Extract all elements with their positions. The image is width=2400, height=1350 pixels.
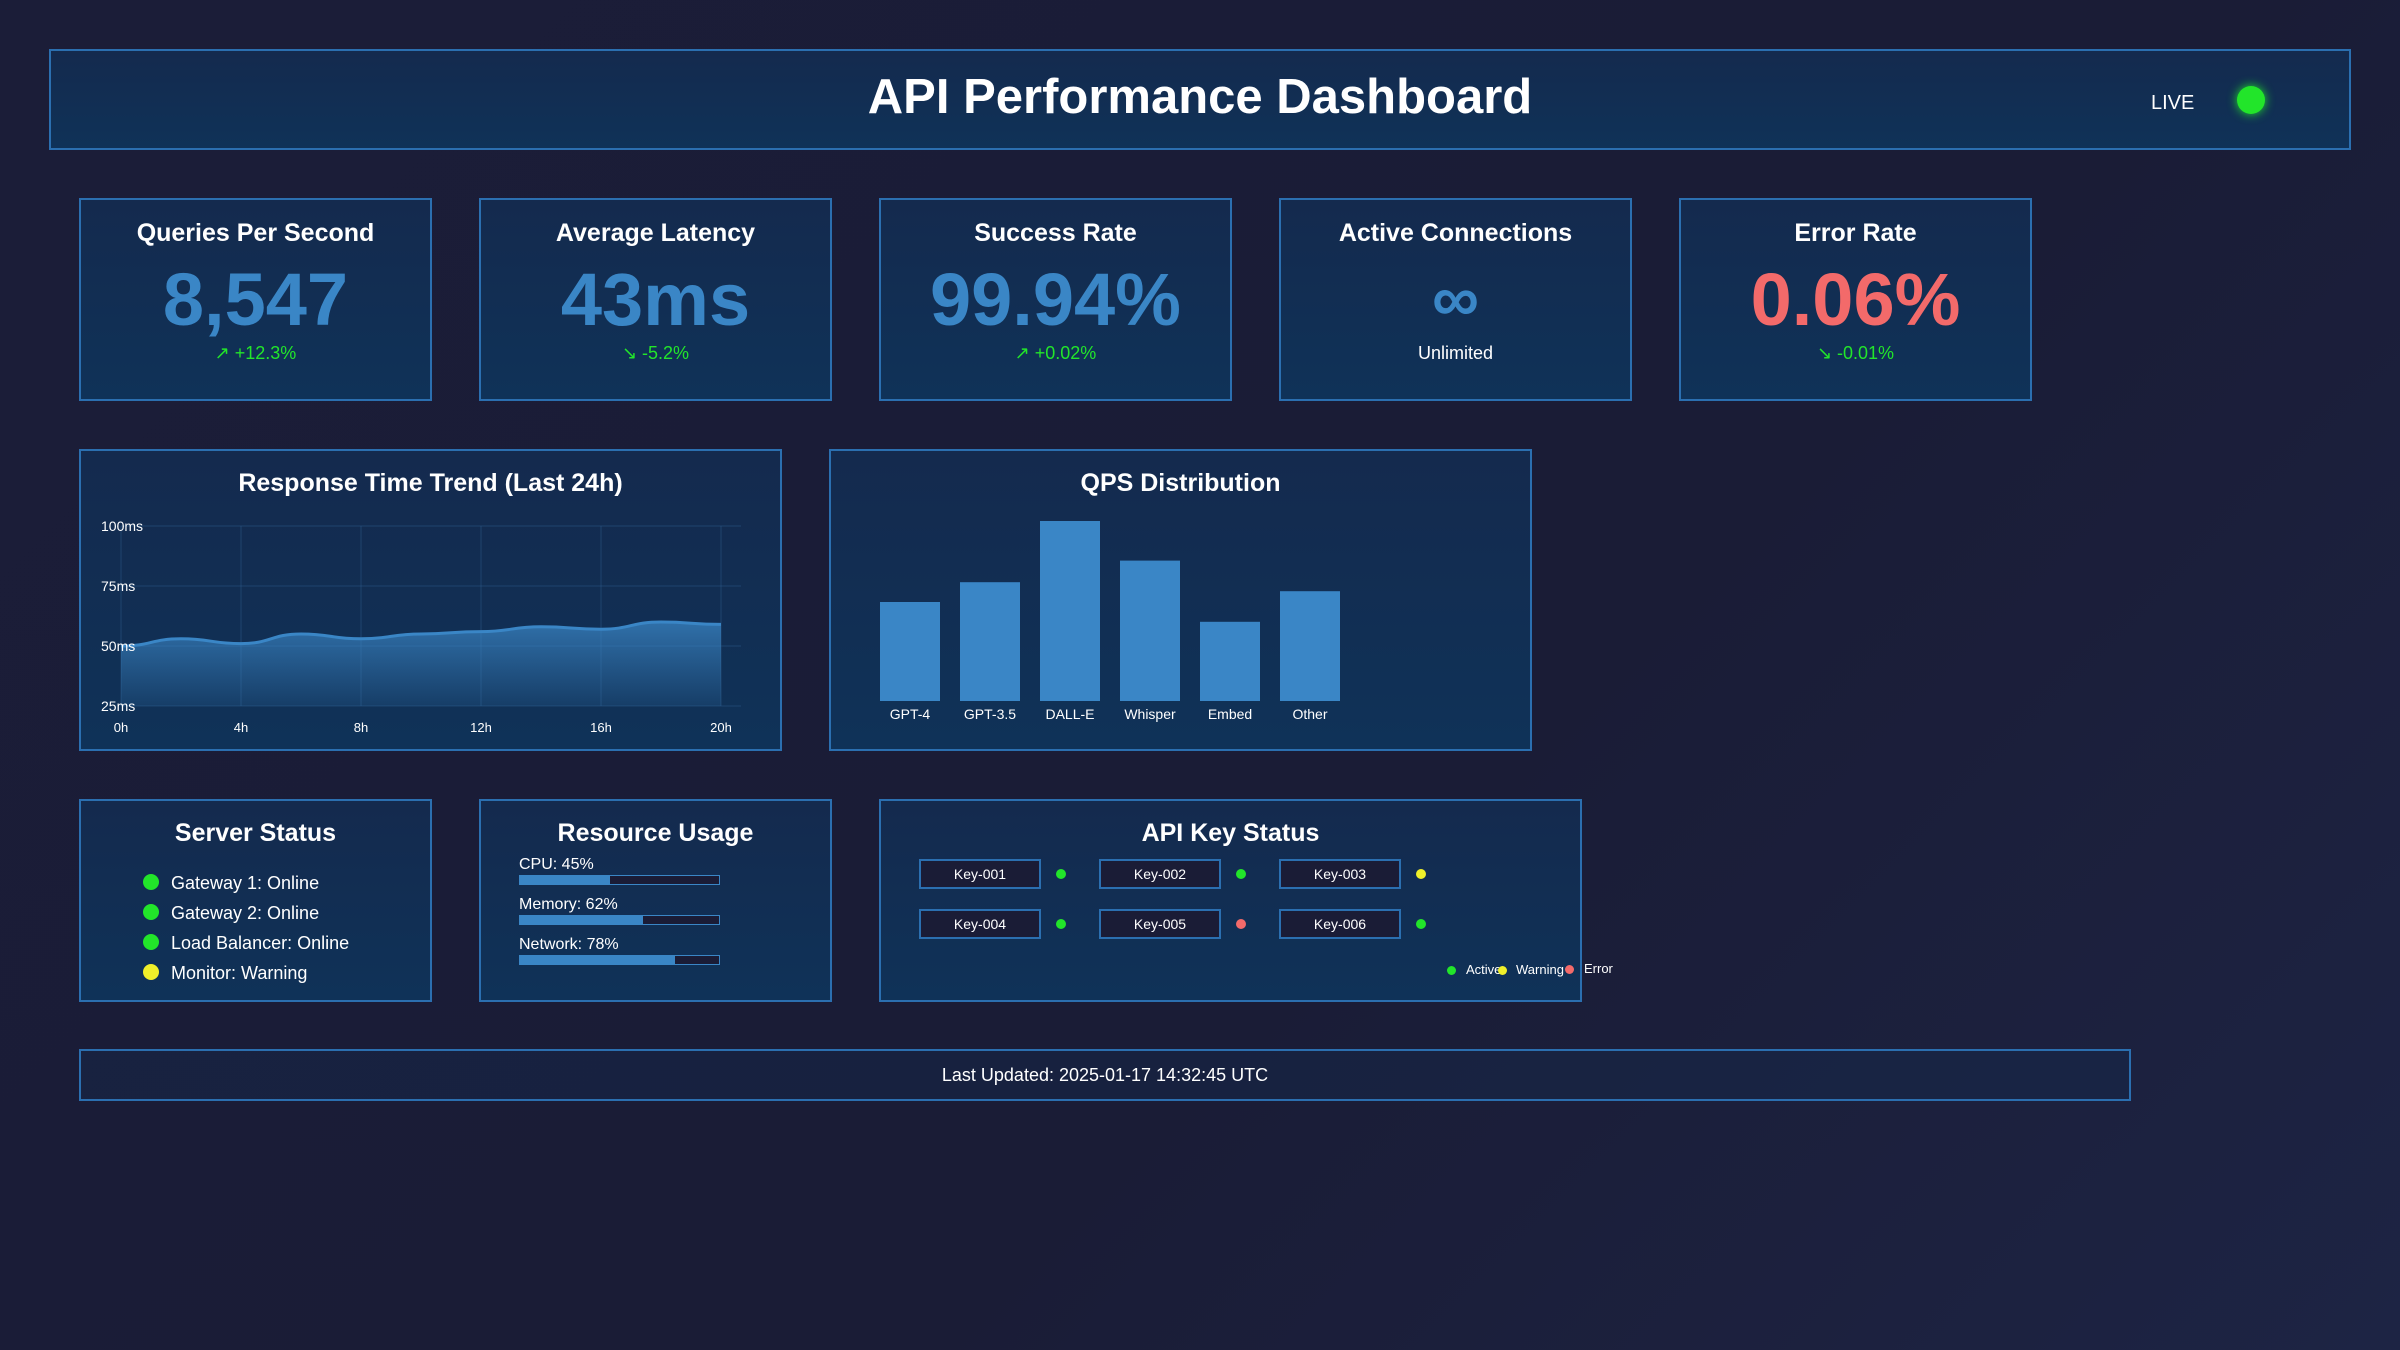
resource-usage-panel: Resource Usage CPU: 45% Memory: 62% Netw… [479,799,832,1002]
legend-label: Warning [1516,962,1564,977]
status-dot-icon [143,964,159,980]
last-updated-text: Last Updated: 2025-01-17 14:32:45 UTC [941,1065,1269,1085]
qps-distribution-chart: GPT-4 GPT-3.5 DALL-E Whisper Embed Other [880,521,1340,722]
metric-title: Success Rate [974,219,1137,247]
panel-title: API Key Status [1141,819,1320,847]
metric-title: Active Connections [1338,219,1573,247]
bar-label: Other [1292,706,1327,722]
status-dot-icon [143,904,159,920]
api-key-item[interactable]: Key-004 [919,909,1041,939]
legend-label: Error [1584,961,1613,976]
response-time-line [120,620,722,648]
metric-card-latency: Average Latency 43ms ↘ -5.2% [479,198,832,401]
legend-dot-icon [1447,966,1456,975]
key-status-dot-icon [1416,869,1426,879]
metric-title: Error Rate [1794,219,1917,247]
live-label: LIVE [2151,92,2195,114]
bar-label: GPT-3.5 [964,706,1016,722]
metric-title: Queries Per Second [136,219,375,247]
panel-title: Server Status [174,819,337,847]
metric-change: ↗ +0.02% [1014,343,1097,363]
key-status-dot-icon [1056,919,1066,929]
metric-value: 43ms [560,258,751,341]
key-status-dot-icon [1056,869,1066,879]
metric-value: 99.94% [930,258,1181,341]
bar-label: Whisper [1124,706,1176,722]
server-status-item: Gateway 2: Online [143,903,319,924]
bar-label: GPT-4 [890,706,931,722]
metric-change: Unlimited [1417,343,1494,363]
server-status-panel: Server Status Gateway 1: Online Gateway … [79,799,432,1002]
server-status-item: Monitor: Warning [143,963,307,984]
y-tick-label: 25ms [101,698,135,714]
server-status-item: Load Balancer: Online [143,933,349,954]
metric-value: 8,547 [162,258,349,341]
y-tick-label: 75ms [101,578,135,594]
x-tick-label: 16h [590,720,612,735]
usage-fill [520,876,610,884]
key-status-dot-icon [1236,869,1246,879]
network-usage-bar [519,955,720,965]
qps-bar [960,582,1020,701]
server-status-item: Gateway 1: Online [143,873,319,894]
api-key-item[interactable]: Key-002 [1099,859,1221,889]
api-key-item[interactable]: Key-003 [1279,859,1401,889]
legend-label: Active [1466,962,1502,977]
key-status-dot-icon [1236,919,1246,929]
metric-change: ↘ -0.01% [1816,343,1895,363]
chart-title: Response Time Trend (Last 24h) [238,469,623,497]
x-tick-label: 4h [234,720,248,735]
response-time-area [121,622,721,706]
bar-label: Embed [1208,706,1252,722]
qps-bar [1200,621,1260,701]
response-time-chart: 100ms 75ms 50ms 25ms 0h 4h 8h 12h 16h 20… [101,518,741,735]
resource-label: Network: 78% [519,936,619,953]
last-updated-bar: Last Updated: 2025-01-17 14:32:45 UTC [79,1049,2131,1101]
panel-title: Resource Usage [557,819,754,847]
metric-card-active-connections: Active Connections ∞ Unlimited [1279,198,1632,401]
api-key-status-panel: API Key Status Key-001 Key-002 Key-003 K… [879,799,1582,1002]
y-tick-label: 50ms [101,638,135,654]
qps-bar [1120,560,1180,701]
metric-card-error-rate: Error Rate 0.06% ↘ -0.01% [1679,198,2032,401]
bar-label: DALL-E [1045,706,1094,722]
qps-bar [880,602,940,701]
x-tick-label: 0h [114,720,128,735]
x-tick-label: 20h [710,720,732,735]
metric-card-qps: Queries Per Second 8,547 ↗ +12.3% [79,198,432,401]
key-status-dot-icon [1416,919,1426,929]
response-time-chart-panel: Response Time Trend (Last 24h) 100ms 75m… [79,449,782,751]
metric-card-success-rate: Success Rate 99.94% ↗ +0.02% [879,198,1232,401]
memory-usage-bar [519,915,720,925]
usage-fill [520,956,676,964]
infinity-icon: ∞ [1431,261,1480,335]
usage-fill [520,916,644,924]
qps-bar [1040,521,1100,701]
legend-dot-icon [1565,965,1574,974]
metric-value: 0.06% [1750,258,1961,341]
api-key-item[interactable]: Key-005 [1099,909,1221,939]
x-tick-label: 12h [470,720,492,735]
dashboard-header: API Performance Dashboard LIVE [49,49,2351,150]
legend-dot-icon [1498,966,1507,975]
y-tick-label: 100ms [101,518,143,534]
page-title: API Performance Dashboard [867,70,1533,124]
live-indicator-icon [2237,86,2265,114]
resource-label: Memory: 62% [519,896,618,913]
qps-distribution-panel: QPS Distribution GPT-4 GPT-3.5 DALL-E Wh… [829,449,1532,751]
metric-title: Average Latency [555,219,756,247]
resource-label: CPU: 45% [519,856,594,873]
status-dot-icon [143,874,159,890]
metric-change: ↘ -5.2% [621,343,690,363]
status-dot-icon [143,934,159,950]
qps-bar [1280,591,1340,701]
x-tick-label: 8h [354,720,368,735]
api-key-item[interactable]: Key-001 [919,859,1041,889]
api-key-item[interactable]: Key-006 [1279,909,1401,939]
chart-title: QPS Distribution [1080,469,1281,497]
cpu-usage-bar [519,875,720,885]
metric-change: ↗ +12.3% [214,343,297,363]
